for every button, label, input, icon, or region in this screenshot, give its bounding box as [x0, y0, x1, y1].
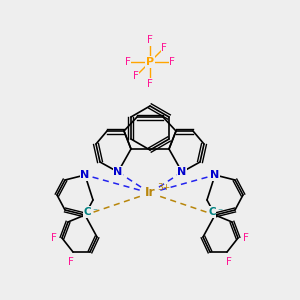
Text: N: N [177, 167, 187, 177]
Text: F: F [133, 71, 139, 81]
Text: C: C [83, 207, 91, 217]
Text: F: F [243, 233, 249, 243]
Text: ⁻: ⁻ [218, 207, 223, 217]
Text: N: N [113, 167, 123, 177]
Text: ⁻: ⁻ [92, 207, 98, 217]
Text: Ir: Ir [145, 187, 155, 200]
Text: F: F [68, 257, 74, 267]
Text: F: F [161, 43, 167, 53]
Text: P: P [146, 57, 154, 67]
Text: F: F [51, 233, 57, 243]
Text: F: F [147, 79, 153, 89]
Text: 3+: 3+ [158, 184, 171, 193]
Text: N: N [210, 170, 220, 180]
Text: F: F [125, 57, 131, 67]
Text: F: F [169, 57, 175, 67]
Text: N: N [80, 170, 90, 180]
Text: F: F [147, 35, 153, 45]
Text: F: F [226, 257, 232, 267]
Text: C: C [208, 207, 216, 217]
